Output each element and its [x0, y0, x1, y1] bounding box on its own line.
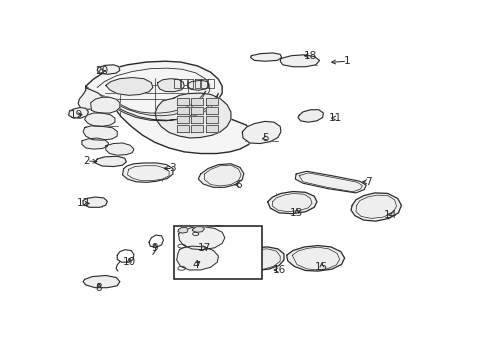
- Polygon shape: [95, 156, 126, 167]
- Text: 13: 13: [290, 208, 303, 218]
- Text: 19: 19: [69, 110, 83, 120]
- Text: 15: 15: [315, 262, 328, 272]
- Text: 11: 11: [328, 113, 342, 123]
- Polygon shape: [85, 61, 253, 153]
- Polygon shape: [83, 275, 120, 288]
- Polygon shape: [286, 246, 344, 271]
- Polygon shape: [192, 227, 204, 232]
- Polygon shape: [84, 113, 115, 126]
- Polygon shape: [205, 98, 217, 105]
- Polygon shape: [230, 247, 284, 270]
- Polygon shape: [155, 93, 230, 138]
- Text: 4: 4: [192, 260, 199, 270]
- Polygon shape: [191, 125, 203, 132]
- Polygon shape: [250, 53, 281, 61]
- Polygon shape: [187, 80, 208, 90]
- Polygon shape: [178, 227, 224, 250]
- Polygon shape: [97, 65, 120, 74]
- Polygon shape: [113, 93, 218, 121]
- Text: 6: 6: [235, 180, 241, 190]
- Polygon shape: [205, 125, 217, 132]
- Polygon shape: [83, 126, 117, 140]
- Text: 5: 5: [262, 133, 268, 143]
- Polygon shape: [297, 110, 323, 122]
- Polygon shape: [105, 143, 134, 155]
- Polygon shape: [242, 121, 280, 144]
- Polygon shape: [176, 107, 188, 114]
- Polygon shape: [205, 107, 217, 114]
- Polygon shape: [158, 79, 184, 92]
- Text: 17: 17: [197, 243, 210, 253]
- Text: 2: 2: [83, 156, 90, 166]
- Text: 7: 7: [364, 177, 371, 187]
- Polygon shape: [191, 98, 203, 105]
- Polygon shape: [82, 138, 108, 149]
- Polygon shape: [105, 77, 153, 95]
- Polygon shape: [178, 228, 188, 233]
- Polygon shape: [350, 193, 401, 221]
- Polygon shape: [181, 226, 237, 251]
- Text: 12: 12: [77, 198, 90, 208]
- Polygon shape: [102, 91, 205, 116]
- Text: 3: 3: [169, 163, 176, 174]
- Text: 1: 1: [343, 56, 350, 66]
- Text: 10: 10: [122, 257, 136, 267]
- Polygon shape: [176, 246, 218, 270]
- Text: 14: 14: [384, 210, 397, 220]
- Polygon shape: [68, 108, 88, 118]
- Polygon shape: [122, 163, 173, 183]
- Polygon shape: [191, 116, 203, 123]
- Polygon shape: [280, 55, 319, 67]
- Polygon shape: [90, 97, 120, 113]
- Polygon shape: [176, 98, 188, 105]
- Polygon shape: [176, 116, 188, 123]
- Polygon shape: [78, 87, 103, 109]
- Polygon shape: [205, 116, 217, 123]
- Text: 20: 20: [95, 66, 108, 76]
- Polygon shape: [267, 192, 316, 214]
- Text: 8: 8: [96, 283, 102, 293]
- Text: 18: 18: [303, 51, 316, 61]
- Bar: [174, 226, 262, 279]
- Polygon shape: [176, 125, 188, 132]
- Polygon shape: [83, 197, 107, 207]
- Text: 16: 16: [272, 265, 285, 275]
- Text: 9: 9: [151, 243, 158, 253]
- Polygon shape: [191, 107, 203, 114]
- Polygon shape: [198, 164, 244, 187]
- Polygon shape: [295, 171, 366, 193]
